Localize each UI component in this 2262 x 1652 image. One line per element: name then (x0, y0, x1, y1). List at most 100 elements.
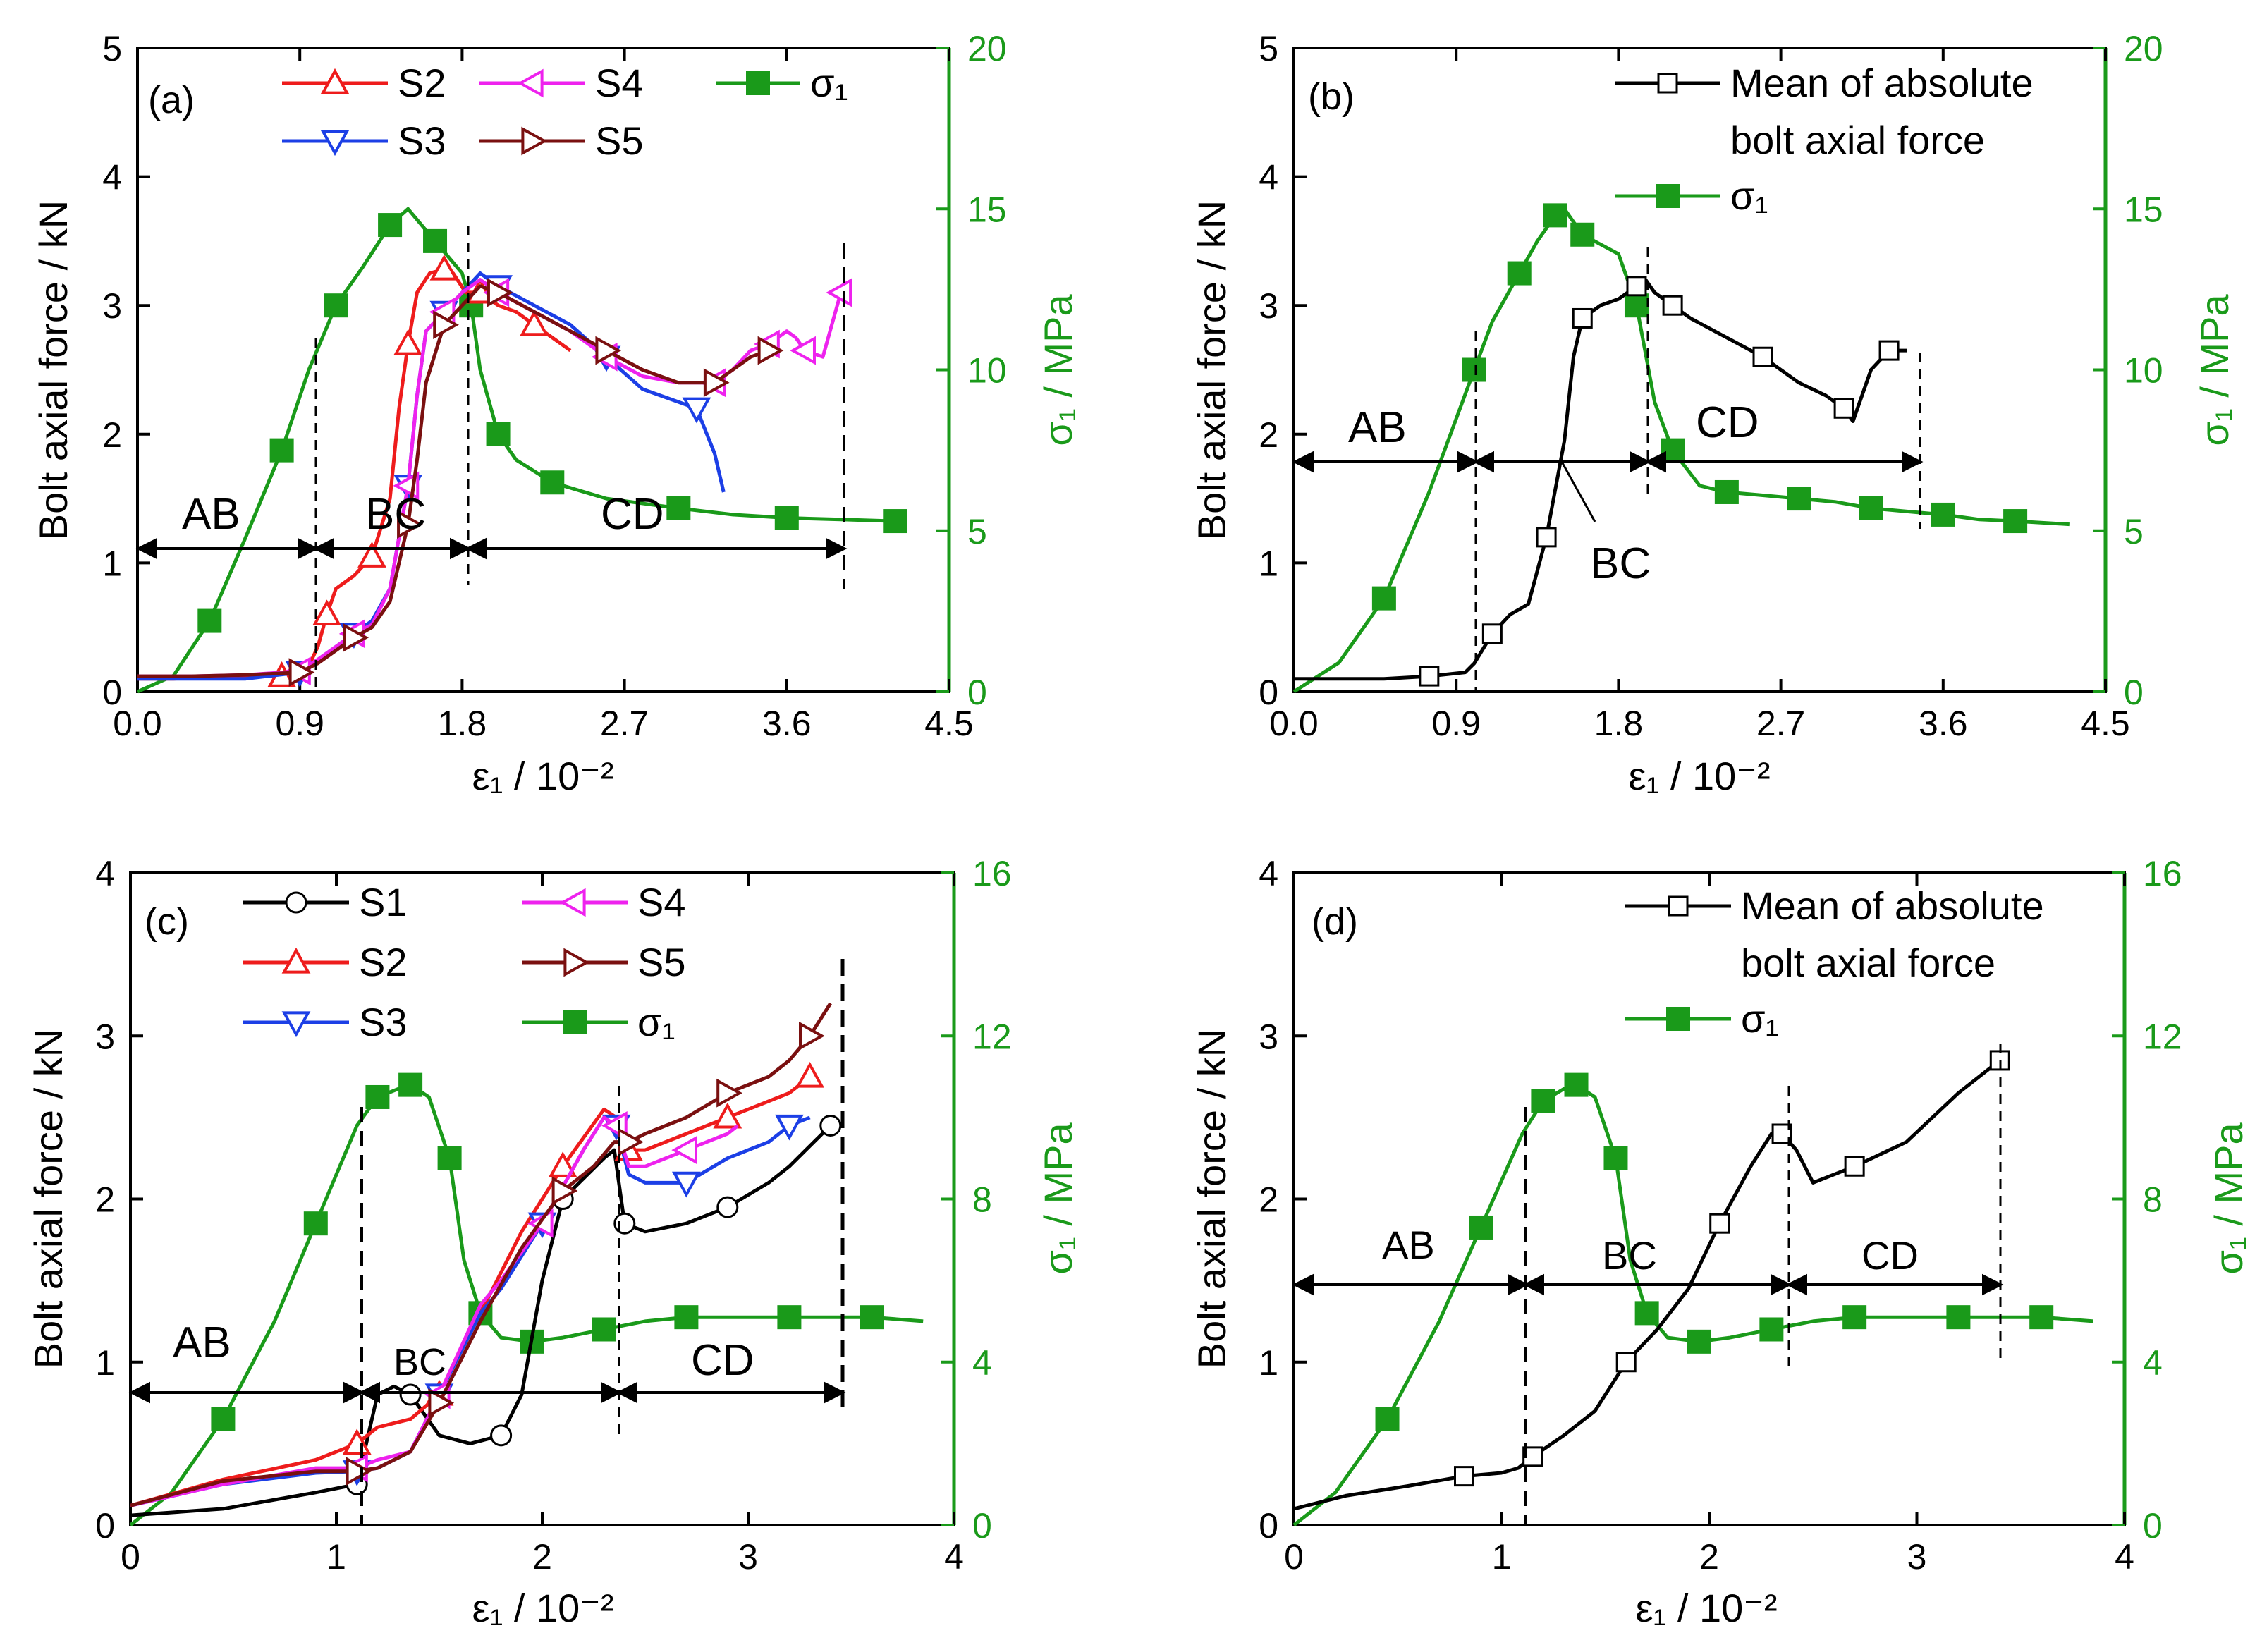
legend-label-s3: S3 (398, 118, 446, 163)
data-point-s5 (757, 336, 784, 365)
panel-b-stage-bc: BC (1590, 539, 1651, 588)
y-tick-label: 0 (95, 1506, 115, 1546)
y2-tick-label: 8 (2143, 1180, 2163, 1220)
legend-label-s2: S2 (359, 940, 408, 984)
legend-label-mean-line1: Mean of absolute (1741, 883, 2044, 928)
data-point-sigma (303, 1211, 328, 1236)
y-tick-label: 1 (102, 544, 122, 583)
data-point-sigma (1462, 357, 1486, 382)
data-point-sigma (1570, 222, 1595, 247)
data-point-s1 (613, 1212, 636, 1235)
data-point-sigma (777, 1305, 802, 1330)
panel-d-stage-ab: AB (1382, 1223, 1435, 1267)
series-line-sigma (1292, 1083, 2093, 1526)
legend-marker-s4 (517, 68, 544, 98)
legend-marker-sigma (1656, 184, 1680, 208)
legend-label-mean-line2: bolt axial force (1741, 941, 1995, 985)
data-point-s3 (682, 397, 711, 424)
legend-marker-mean (1657, 73, 1678, 94)
legend-label-s5: S5 (637, 940, 686, 984)
panel-c-ylabel: Bolt axial force / kN (26, 1029, 71, 1369)
data-point-sigma (1564, 1072, 1589, 1097)
data-point-s5 (487, 278, 513, 307)
data-point-s2 (520, 310, 549, 336)
data-point-mean (1878, 340, 1900, 361)
y-tick-label: 2 (1259, 1180, 1278, 1220)
panel-c-stage-ab: AB (173, 1318, 231, 1367)
data-point-mean (1419, 666, 1440, 687)
data-point-mean (1833, 398, 1854, 419)
series-line-s4 (137, 278, 843, 678)
y-tick-label: 0 (1259, 1506, 1278, 1546)
data-point-s1 (399, 1383, 422, 1406)
x-tick-label: 0.0 (113, 704, 162, 743)
legend-marker-s2 (320, 68, 350, 94)
panel-b-stage-arrows (1292, 451, 1924, 522)
data-point-sigma (1634, 1301, 1659, 1326)
legend-label-s1: S1 (359, 880, 408, 924)
data-point-s5 (551, 1176, 578, 1206)
data-point-sigma (1931, 502, 1955, 527)
legend-label-s4: S4 (595, 61, 644, 105)
y2-tick-label: 0 (967, 673, 987, 712)
data-point-sigma (1859, 496, 1883, 520)
y-tick-label: 4 (95, 854, 115, 893)
y-tick-label: 1 (1259, 544, 1278, 583)
legend-label-s4: S4 (637, 880, 686, 924)
legend-marker-s5 (563, 948, 590, 977)
legend-marker-mean (1668, 895, 1689, 917)
panel-a-stage-ab: AB (182, 490, 240, 539)
data-point-s3 (775, 1114, 804, 1141)
y2-tick-label: 15 (967, 190, 1007, 229)
panel-b-series (1292, 203, 2070, 694)
series-line-s3 (137, 271, 726, 681)
panel-a-ylabel: Bolt axial force / kN (31, 200, 75, 540)
data-point-sigma (2003, 509, 2028, 534)
x-tick-label: 4 (944, 1537, 964, 1577)
legend-marker-s3 (281, 1011, 311, 1038)
y2-tick-label: 20 (2124, 29, 2163, 68)
x-tick-label: 4 (2115, 1537, 2134, 1577)
x-tick-label: 1.8 (1594, 704, 1644, 743)
x-tick-label: 2.7 (1756, 704, 1806, 743)
legend-marker-s1 (285, 891, 307, 914)
panel-d-legend: Mean of absolute bolt axial force σ₁ (1625, 883, 2044, 1041)
panel-b-ylabel: Bolt axial force / kN (1190, 200, 1234, 540)
panel-a-stage-cd: CD (601, 490, 664, 539)
panel-d-ylabel: Bolt axial force / kN (1190, 1029, 1234, 1369)
x-tick-label: 3.6 (1919, 704, 1968, 743)
series-line-s5 (137, 284, 770, 678)
data-point-s5 (433, 310, 459, 339)
data-point-sigma (486, 422, 511, 446)
legend-label-mean-line2: bolt axial force (1730, 118, 1985, 162)
panel-a-xlabel: ε₁ / 10⁻² (472, 754, 613, 798)
panel-d-xlabel: ε₁ / 10⁻² (1635, 1586, 1777, 1630)
data-point-mean (1662, 295, 1683, 316)
data-point-s5 (397, 510, 423, 539)
y-tick-label: 2 (102, 415, 122, 455)
y-tick-label: 3 (95, 1017, 115, 1056)
legend-label-s5: S5 (595, 118, 644, 163)
y2-tick-label: 4 (972, 1343, 992, 1383)
legend-marker-s2 (281, 947, 311, 974)
panel-a-series (136, 207, 907, 694)
panel-d-y2label: σ₁ / MPa (2206, 1122, 2251, 1275)
panel-a-frame (136, 47, 950, 693)
panel-c-stage-cd: CD (691, 1336, 754, 1385)
data-point-sigma (774, 506, 799, 530)
data-point-sigma (365, 1084, 390, 1109)
data-point-s4 (671, 1135, 697, 1165)
y-tick-label: 3 (1259, 286, 1278, 326)
legend-label-sigma: σ₁ (810, 61, 848, 105)
data-point-s5 (428, 1388, 455, 1417)
panel-b-legend: Mean of absolute bolt axial force σ₁ (1615, 61, 2034, 218)
y-tick-label: 4 (1259, 854, 1278, 893)
y2-tick-label: 0 (972, 1506, 992, 1546)
panel-d-stage-bc: BC (1602, 1233, 1657, 1278)
y-tick-label: 4 (102, 158, 122, 197)
series-line-mean (1293, 1058, 2001, 1511)
